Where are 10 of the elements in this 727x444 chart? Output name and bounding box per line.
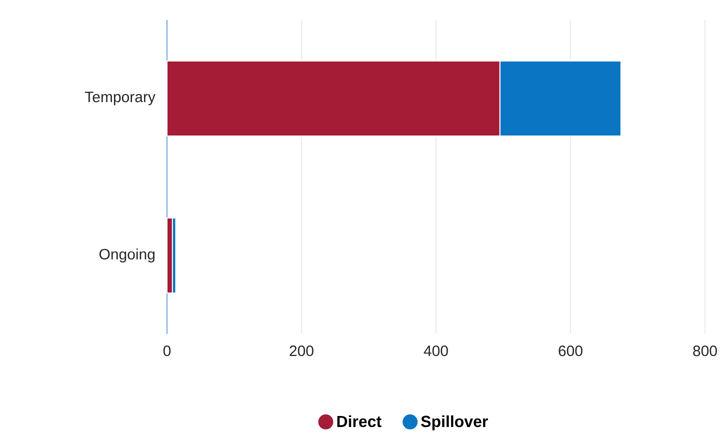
- x-tick-label: 800: [693, 346, 717, 356]
- x-tick-label: 400: [424, 346, 448, 356]
- legend-label: Spillover: [421, 415, 488, 430]
- x-tick-label: 200: [290, 346, 314, 356]
- x-tick-label: 600: [558, 346, 582, 356]
- x-tick-label: 0: [163, 346, 171, 356]
- bar: [166, 218, 173, 294]
- y-tick-label: Temporary: [84, 92, 156, 106]
- legend-label: Direct: [337, 415, 382, 428]
- y-tick-label: Ongoing: [99, 248, 154, 262]
